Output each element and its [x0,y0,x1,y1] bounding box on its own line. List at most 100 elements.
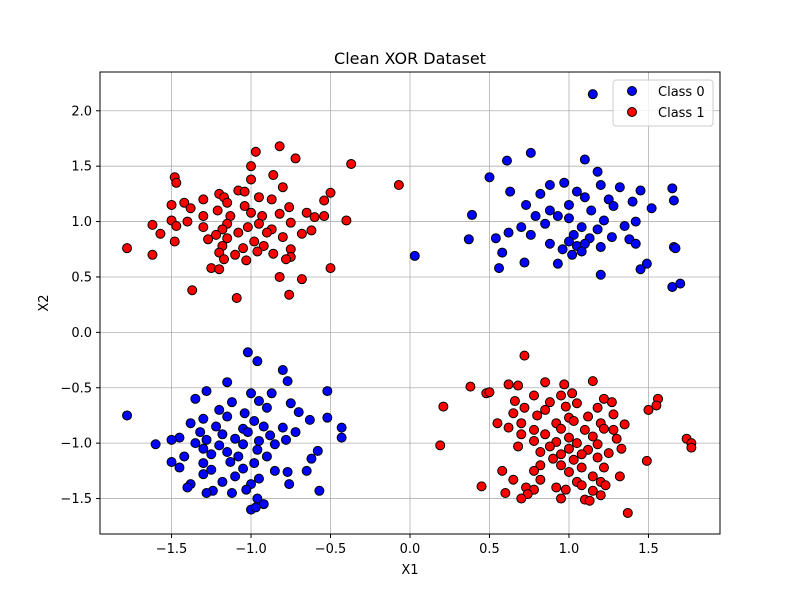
y-tick-label: 0.0 [71,326,92,341]
data-point [497,465,508,476]
data-point [576,480,587,491]
data-point [319,211,330,222]
data-point [560,484,571,495]
data-point [252,444,263,455]
data-point [552,258,563,269]
data-point [214,404,225,415]
data-point [519,350,530,361]
data-point [484,172,495,183]
data-point [608,424,619,435]
data-point [544,205,555,216]
data-point [268,248,279,259]
data-point [641,258,652,269]
data-point [274,208,285,219]
data-point [190,438,201,449]
data-point [166,434,177,445]
data-point [261,451,272,462]
data-point [635,185,646,196]
data-point [198,443,209,454]
data-point [147,249,158,260]
data-point [190,393,201,404]
data-point [598,423,609,434]
legend: Class 0 Class 1 [612,79,714,127]
data-point [277,365,288,376]
data-point [544,238,555,249]
data-point [182,482,193,493]
data-point [222,447,233,458]
data-point [277,232,288,243]
data-point [646,203,657,214]
data-point [150,439,161,450]
data-point [598,215,609,226]
data-point [217,429,228,440]
data-point [606,232,617,243]
data-point [529,435,539,446]
data-point [171,177,182,188]
data-point [579,424,590,435]
data-point [627,196,638,207]
data-point [201,488,212,499]
data-point [242,347,253,358]
data-point [322,386,333,397]
data-point [222,233,233,244]
data-point [535,460,546,471]
data-point [576,246,587,257]
data-point [571,438,582,449]
data-point [274,141,285,152]
data-point [214,440,225,451]
data-point [201,386,212,397]
data-point [603,194,614,205]
data-point [641,455,652,466]
data-point [544,180,555,191]
x-axis-ticks: −1.5 −1.0 −0.5 0.0 0.5 1.0 1.5 [156,534,659,557]
data-point [246,174,257,185]
data-point [465,381,476,392]
data-point [614,471,625,482]
data-point [532,410,543,421]
data-point [122,243,133,254]
data-point [592,402,603,413]
data-point [219,254,229,265]
data-point [516,429,527,440]
data-point [611,433,622,444]
data-point [233,227,244,238]
data-point [556,449,567,460]
data-point [185,418,196,429]
chart-title: Clean XOR Dataset [334,49,486,68]
y-tick-label: −1.5 [60,492,92,507]
data-point [583,411,594,422]
y-tick-label: 0.5 [71,270,92,285]
data-point [587,431,598,442]
data-point [556,460,567,471]
data-point [285,217,296,228]
data-point [266,388,277,399]
data-point [630,216,641,227]
data-point [239,201,250,212]
data-point [576,449,587,460]
data-point [301,465,312,476]
data-point [516,418,527,429]
data-point [484,387,495,398]
data-point [525,147,536,158]
data-point [169,236,180,247]
data-point [122,410,133,421]
data-point [253,396,264,407]
data-point [529,424,539,435]
data-point [198,194,209,205]
data-point [179,451,190,462]
data-point [521,199,532,210]
data-point [252,356,263,367]
data-point [530,211,541,222]
data-point [336,422,347,433]
x-tick-label: 1.5 [638,542,659,557]
data-point [198,222,209,233]
data-point [643,404,654,415]
data-point [269,465,280,476]
data-point [217,224,228,235]
data-point [529,465,539,476]
data-point [619,221,630,231]
data-point [557,244,568,255]
data-point [249,415,260,426]
data-point [239,408,250,419]
data-point [253,435,264,446]
